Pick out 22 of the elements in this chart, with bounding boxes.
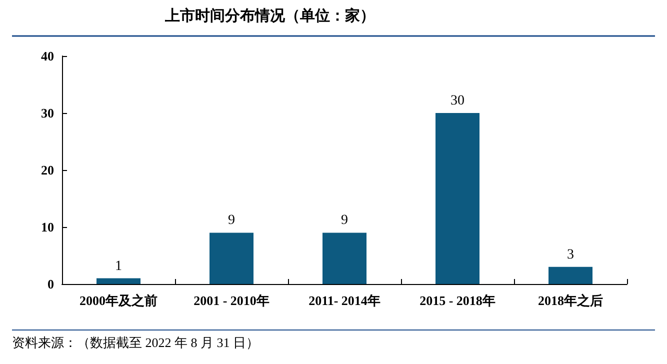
x-tick-label: 2015 - 2018年 [420, 293, 496, 308]
text: 资料来源：（数据截至 2022 年 8 月 31 日） [12, 335, 259, 350]
data-label: 1 [115, 258, 122, 274]
y-tick-label: 10 [41, 220, 54, 234]
data-label: 3 [567, 247, 574, 262]
y-tick-label: 40 [41, 48, 54, 64]
data-label: 9 [228, 213, 235, 228]
y-tick-label: 30 [41, 106, 54, 120]
y-tick-label: 0 [48, 276, 54, 292]
x-tick-label: 2001 - 2010年 [194, 293, 270, 308]
chart-title: 上市时间分布情况（单位：家） [164, 6, 375, 24]
bar [96, 278, 140, 284]
bar [548, 266, 592, 284]
data-label: 30 [450, 94, 464, 108]
data-label: 9 [341, 213, 348, 228]
x-tick-label: 2018年之后 [538, 293, 603, 308]
x-tick-label: 2011- 2014年 [308, 293, 380, 308]
y-tick-label: 20 [41, 162, 54, 178]
x-tick-label: 2000年及之前 [80, 293, 158, 308]
bar [210, 232, 254, 284]
bar [436, 113, 480, 284]
bar [322, 232, 366, 284]
